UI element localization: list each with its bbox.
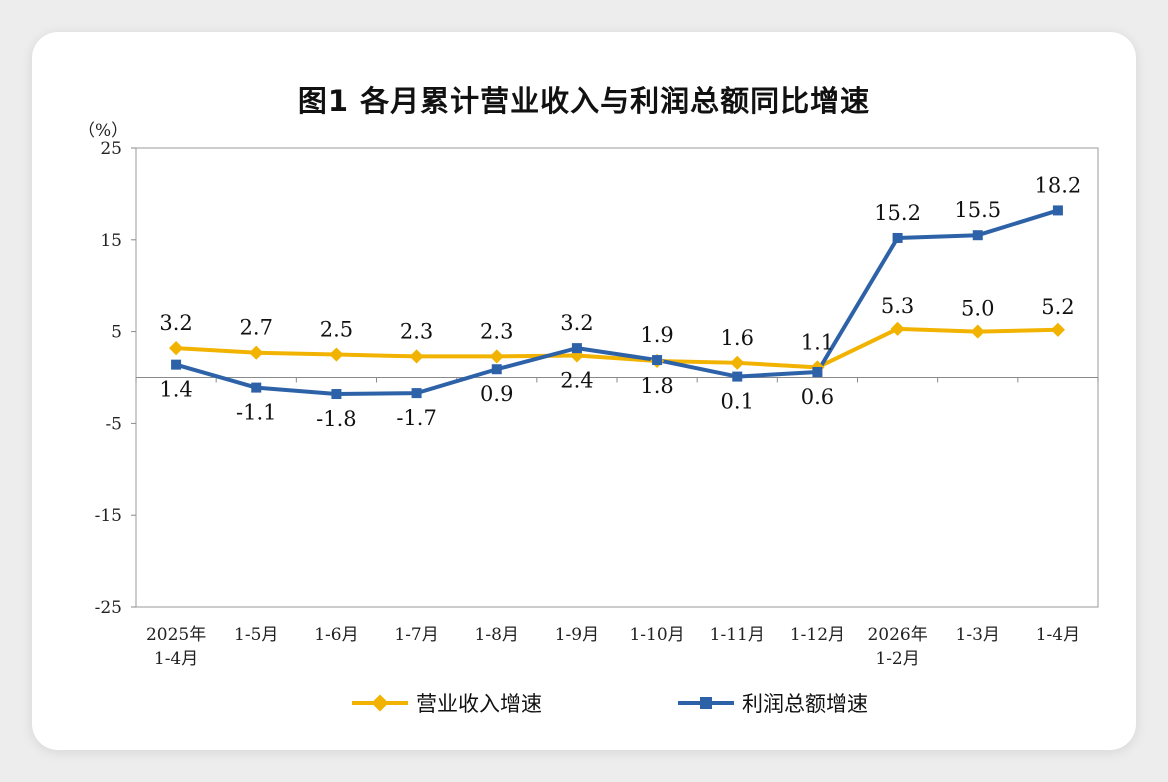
legend-revenue-label: 营业收入增速 xyxy=(416,692,542,716)
profit-data-label: -1.7 xyxy=(396,406,437,430)
revenue-data-label: 2.7 xyxy=(240,316,273,340)
x-tick-label: 2026年 xyxy=(867,625,927,645)
revenue-point xyxy=(249,345,264,360)
profit-data-label: 3.2 xyxy=(560,311,593,335)
chart-card xyxy=(32,32,1136,750)
chart-axes xyxy=(131,147,1099,608)
revenue-data-label: 1.6 xyxy=(721,326,754,350)
x-tick-label: 2025年 xyxy=(146,625,206,645)
y-tick-label: 5 xyxy=(111,323,122,343)
legend-revenue-swatch-icon xyxy=(352,694,408,712)
profit-point xyxy=(972,230,983,241)
revenue-data-label: 5.3 xyxy=(881,294,914,318)
revenue-point xyxy=(489,349,504,364)
y-axis-unit-label: （%） xyxy=(78,121,129,141)
y-tick-label: -5 xyxy=(105,414,122,434)
revenue-series-line xyxy=(175,326,1058,370)
chart-legend: 营业收入增速 利润总额增速 xyxy=(0,688,1168,718)
legend-item-revenue[interactable]: 营业收入增速 xyxy=(352,688,542,718)
y-tick-labels: 25 15 5 -5 -15 -25 xyxy=(95,139,122,618)
profit-data-label: -1.1 xyxy=(236,401,277,425)
revenue-point xyxy=(730,355,745,370)
data-labels: 3.2 1.4 2.7 -1.1 2.5 -1.8 2.3 -1.7 2.3 0.9 2.4 3.2 1… xyxy=(159,173,1081,431)
revenue-data-label: 2.4 xyxy=(560,368,593,392)
x-tick-label: 1-7月 xyxy=(394,625,438,645)
revenue-data-label: 1.8 xyxy=(640,374,673,398)
profit-point xyxy=(411,388,422,399)
x-tick-labels: 2025年 1-4月 1-5月 1-6月 1-7月 1-8月 1-9月 1-10月 1-11月 1… xyxy=(146,625,1080,669)
x-tick-label: 1-8月 xyxy=(475,625,519,645)
profit-point xyxy=(331,389,342,400)
profit-data-label: -1.8 xyxy=(316,407,357,431)
revenue-data-label: 2.5 xyxy=(320,318,353,342)
x-tick-label: 1-3月 xyxy=(956,625,1000,645)
profit-data-label: 1.4 xyxy=(159,378,192,402)
chart-series xyxy=(169,205,1065,400)
revenue-data-label: 2.3 xyxy=(480,319,513,343)
legend-profit-label: 利润总额增速 xyxy=(742,692,868,716)
x-tick-label: 1-2月 xyxy=(875,649,919,669)
profit-data-label: 15.5 xyxy=(954,198,1001,222)
profit-point xyxy=(1052,205,1063,216)
x-tick-label: 1-4月 xyxy=(1036,625,1080,645)
revenue-data-label: 5.2 xyxy=(1041,295,1074,319)
profit-data-label: 18.2 xyxy=(1035,173,1082,197)
revenue-data-label: 1.1 xyxy=(801,330,834,354)
profit-point xyxy=(171,359,182,370)
profit-point xyxy=(251,382,262,393)
x-tick-label: 1-4月 xyxy=(154,649,198,669)
revenue-point xyxy=(970,324,985,339)
legend-item-profit[interactable]: 利润总额增速 xyxy=(678,688,868,718)
profit-point xyxy=(571,343,582,354)
revenue-point xyxy=(169,341,184,356)
profit-series-line xyxy=(175,208,1059,397)
profit-data-label: 0.9 xyxy=(480,382,513,406)
profit-data-label: 0.6 xyxy=(801,385,834,409)
y-tick-label: -25 xyxy=(95,598,122,618)
x-tick-label: 1-9月 xyxy=(555,625,599,645)
profit-point xyxy=(732,371,743,382)
x-tick-label: 1-6月 xyxy=(314,625,358,645)
profit-point xyxy=(892,232,903,243)
profit-point xyxy=(491,364,502,375)
revenue-data-label: 2.3 xyxy=(400,319,433,343)
profit-data-label: 15.2 xyxy=(874,201,921,225)
profit-point xyxy=(812,366,823,377)
revenue-data-label: 3.2 xyxy=(159,311,192,335)
x-tick-label: 1-12月 xyxy=(790,625,845,645)
profit-data-label: 0.1 xyxy=(721,390,754,414)
chart-title: 图1 各月累计营业收入与利润总额同比增速 xyxy=(297,84,871,118)
x-tick-label: 1-5月 xyxy=(234,625,278,645)
revenue-point xyxy=(1050,322,1065,337)
y-tick-label: -15 xyxy=(95,506,122,526)
legend-profit-swatch-icon xyxy=(678,697,734,709)
revenue-data-label: 5.0 xyxy=(961,297,994,321)
profit-point xyxy=(652,355,663,366)
profit-data-label: 1.9 xyxy=(640,323,673,347)
revenue-point xyxy=(409,349,424,364)
x-tick-label: 1-11月 xyxy=(710,625,765,645)
revenue-point xyxy=(329,347,344,362)
y-tick-label: 25 xyxy=(100,139,122,159)
x-tick-label: 1-10月 xyxy=(629,625,684,645)
revenue-point xyxy=(890,321,905,336)
y-tick-label: 15 xyxy=(100,231,122,251)
